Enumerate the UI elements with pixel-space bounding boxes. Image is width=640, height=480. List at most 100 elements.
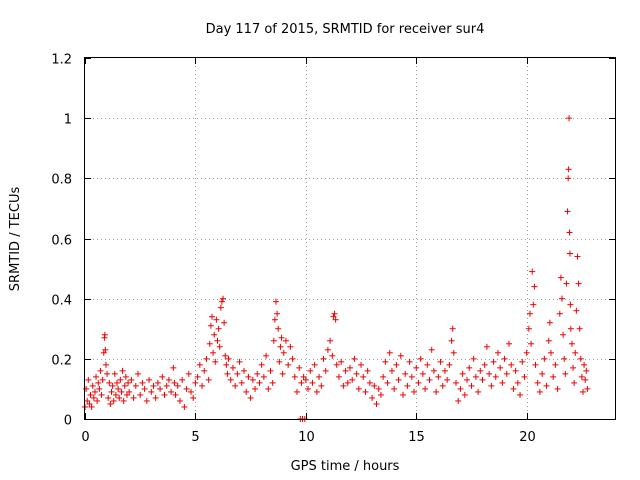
data-point xyxy=(531,283,538,290)
data-point xyxy=(111,370,118,377)
y-tick-label: 0.8 xyxy=(51,173,72,188)
data-point xyxy=(525,325,532,332)
data-point xyxy=(126,388,133,395)
data-point xyxy=(512,367,519,374)
data-point xyxy=(232,382,239,389)
data-point xyxy=(302,376,309,383)
data-point xyxy=(172,391,179,398)
data-point xyxy=(567,301,574,308)
data-point xyxy=(349,376,356,383)
data-point xyxy=(203,355,210,362)
data-point xyxy=(258,361,265,368)
data-point xyxy=(316,373,323,380)
data-point xyxy=(582,376,589,383)
data-point xyxy=(223,361,230,368)
data-point xyxy=(114,379,121,386)
data-point xyxy=(285,361,292,368)
data-point xyxy=(523,349,530,356)
data-point xyxy=(570,364,577,371)
data-point xyxy=(457,385,464,392)
data-point xyxy=(95,379,102,386)
data-point xyxy=(448,337,455,344)
data-point xyxy=(492,373,499,380)
data-point xyxy=(550,373,557,380)
data-point xyxy=(430,367,437,374)
data-point xyxy=(561,355,568,362)
data-point xyxy=(342,367,349,374)
data-point xyxy=(143,397,150,404)
data-point xyxy=(503,370,510,377)
data-point xyxy=(192,379,199,386)
x-tick-label: 0 xyxy=(81,430,89,445)
data-point xyxy=(545,337,552,344)
data-point xyxy=(371,382,378,389)
data-point xyxy=(243,388,250,395)
data-point xyxy=(165,376,172,383)
data-point xyxy=(483,343,490,350)
grid xyxy=(85,58,615,419)
data-point xyxy=(539,370,546,377)
data-point xyxy=(289,355,296,362)
data-point xyxy=(171,379,178,386)
data-point xyxy=(199,382,206,389)
data-point xyxy=(282,337,289,344)
data-point xyxy=(206,340,213,347)
data-point xyxy=(168,388,175,395)
data-point xyxy=(85,376,92,383)
data-point xyxy=(234,370,241,377)
data-point xyxy=(277,343,284,350)
data-point xyxy=(517,391,524,398)
data-point xyxy=(157,385,164,392)
data-point xyxy=(324,346,331,353)
data-point xyxy=(565,175,572,182)
data-point xyxy=(393,361,400,368)
data-point xyxy=(130,394,137,401)
data-point xyxy=(397,352,404,359)
data-point xyxy=(86,400,93,407)
data-point xyxy=(441,367,448,374)
data-point xyxy=(572,349,579,356)
data-point xyxy=(331,310,338,317)
data-point xyxy=(364,367,371,374)
data-point xyxy=(137,391,144,398)
data-point xyxy=(207,322,214,329)
data-point xyxy=(247,394,254,401)
y-tick-label: 1 xyxy=(64,113,72,128)
data-point xyxy=(579,388,586,395)
data-point xyxy=(472,373,479,380)
data-point xyxy=(123,391,130,398)
data-point xyxy=(571,379,578,386)
data-point xyxy=(575,280,582,287)
data-point xyxy=(183,385,190,392)
data-point xyxy=(84,397,91,404)
data-point xyxy=(227,376,234,383)
y-tick-labels: 0 0.2 0.4 0.6 0.8 1 1.2 xyxy=(51,53,72,429)
data-point xyxy=(229,364,236,371)
data-point xyxy=(466,364,473,371)
data-point xyxy=(87,391,94,398)
data-point xyxy=(433,388,440,395)
data-point xyxy=(213,316,220,323)
data-point xyxy=(260,373,267,380)
chart-title: Day 117 of 2015, SRMTID for receiver sur… xyxy=(206,22,485,37)
data-point xyxy=(562,370,569,377)
data-point xyxy=(179,376,186,383)
data-point xyxy=(222,352,229,359)
data-point xyxy=(271,316,278,323)
x-tick-label: 10 xyxy=(298,430,315,445)
data-point xyxy=(490,358,497,365)
data-point xyxy=(330,313,337,320)
data-point xyxy=(468,382,475,389)
data-point xyxy=(224,370,231,377)
data-point xyxy=(318,382,325,389)
data-point xyxy=(576,325,583,332)
data-point xyxy=(494,349,501,356)
data-point xyxy=(428,346,435,353)
data-point xyxy=(274,310,281,317)
data-point xyxy=(566,115,573,122)
data-point xyxy=(506,340,512,347)
data-point xyxy=(298,379,305,386)
data-point xyxy=(459,370,466,377)
data-point xyxy=(369,394,376,401)
data-point xyxy=(208,313,215,320)
